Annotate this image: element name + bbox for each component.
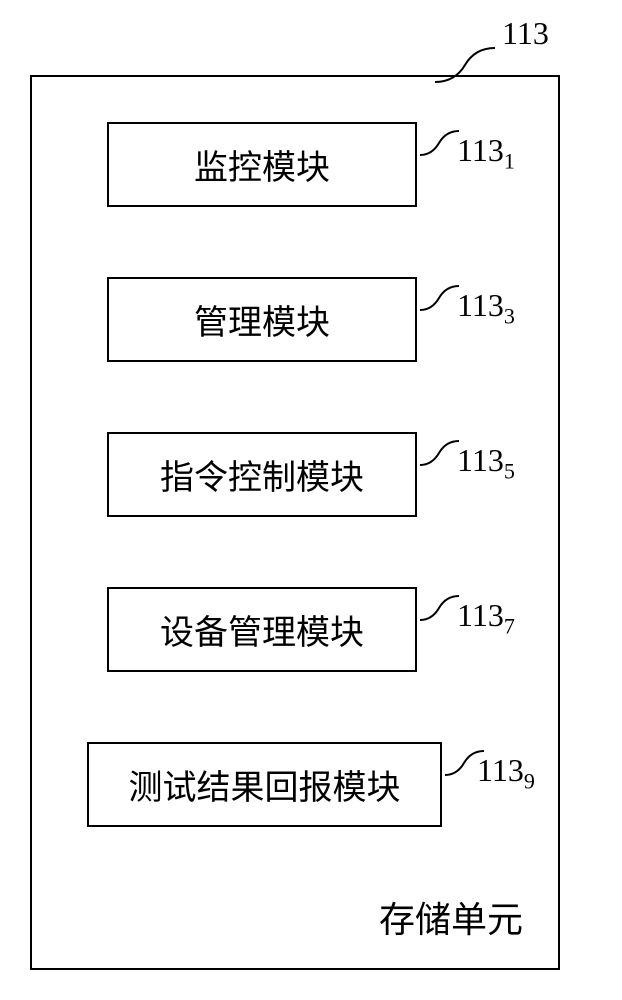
module-text: 设备管理模块 [160, 605, 364, 654]
label-main: 113 [457, 132, 504, 168]
module-device-management: 设备管理模块 [107, 587, 417, 672]
module-management: 管理模块 [107, 277, 417, 362]
label-sub: 9 [524, 768, 535, 793]
label-main: 113 [457, 442, 504, 478]
module-text: 管理模块 [194, 295, 330, 344]
module-command-control: 指令控制模块 [107, 432, 417, 517]
module-text: 指令控制模块 [160, 450, 364, 499]
module-monitoring: 监控模块 [107, 122, 417, 207]
module-text: 测试结果回报模块 [129, 760, 401, 809]
module-label: 1135 [457, 442, 515, 484]
label-main: 113 [477, 752, 524, 788]
label-main: 113 [457, 287, 504, 323]
module-label: 1133 [457, 287, 515, 329]
module-label: 1131 [457, 132, 515, 174]
storage-unit-container: 监控模块 1131 管理模块 1133 指令控制模块 1135 设备管理模块 1… [30, 75, 560, 970]
module-label: 1139 [477, 752, 535, 794]
module-label: 1137 [457, 597, 515, 639]
label-sub: 1 [504, 148, 515, 173]
label-sub: 5 [504, 458, 515, 483]
module-text: 监控模块 [194, 140, 330, 189]
label-sub: 3 [504, 303, 515, 328]
label-main: 113 [457, 597, 504, 633]
label-sub: 7 [504, 613, 515, 638]
module-test-result-report: 测试结果回报模块 [87, 742, 442, 827]
container-caption: 存储单元 [379, 891, 523, 943]
